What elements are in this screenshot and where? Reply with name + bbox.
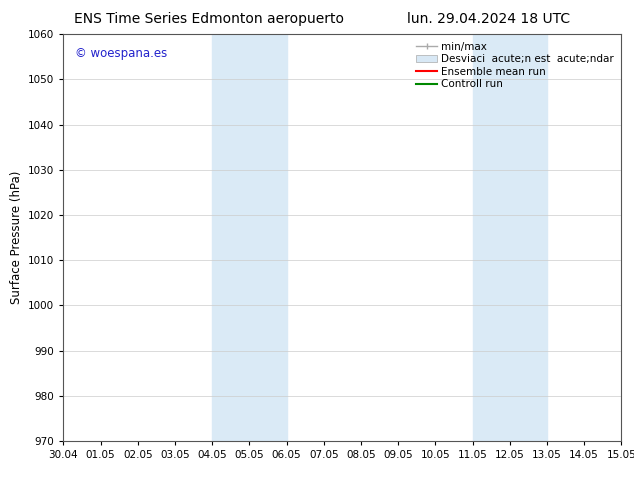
Text: ENS Time Series Edmonton aeropuerto: ENS Time Series Edmonton aeropuerto xyxy=(74,12,344,26)
Bar xyxy=(472,34,547,441)
Text: lun. 29.04.2024 18 UTC: lun. 29.04.2024 18 UTC xyxy=(406,12,570,26)
Legend: min/max, Desviaci  acute;n est  acute;ndar, Ensemble mean run, Controll run: min/max, Desviaci acute;n est acute;ndar… xyxy=(414,40,616,92)
Text: © woespana.es: © woespana.es xyxy=(75,47,167,59)
Bar xyxy=(212,34,287,441)
Y-axis label: Surface Pressure (hPa): Surface Pressure (hPa) xyxy=(10,171,23,304)
